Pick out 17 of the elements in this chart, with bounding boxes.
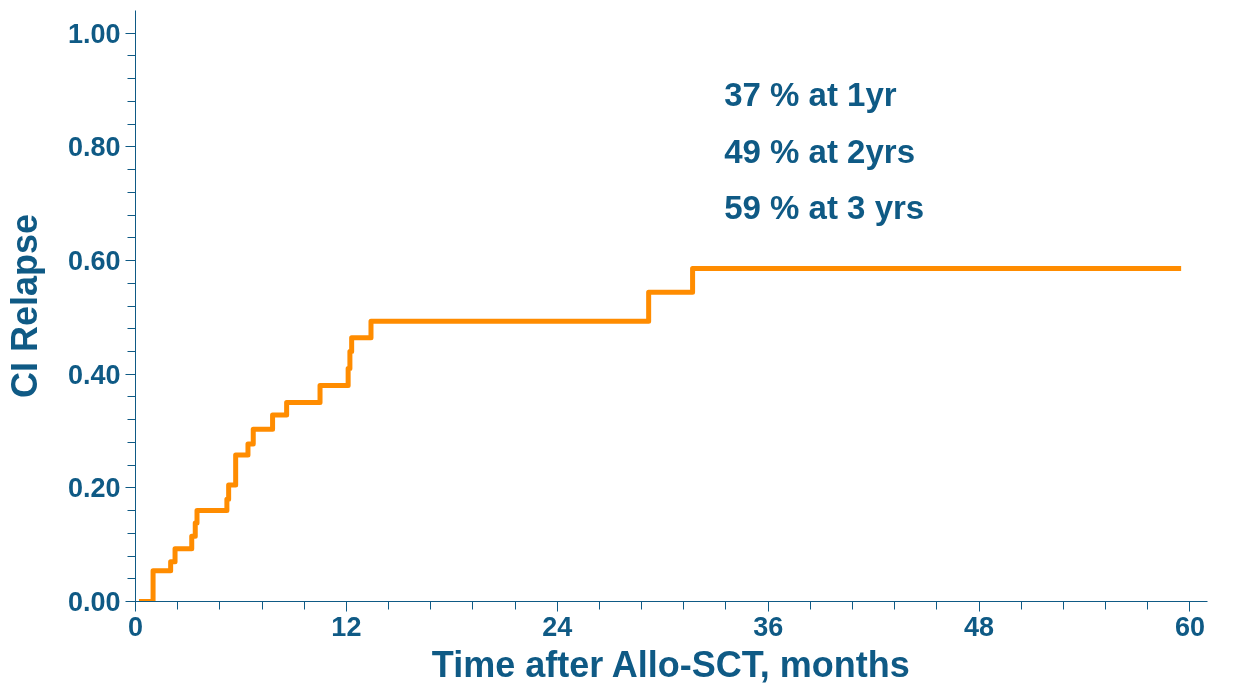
y-tick-label: 0.20 (67, 473, 121, 504)
x-tick-label: 12 (331, 611, 362, 642)
y-tick-label: 0.80 (67, 132, 121, 163)
y-tick-label: 0.60 (67, 246, 121, 277)
y-tick-label: 0.00 (67, 587, 121, 617)
annotation: 59 % at 3 yrs (724, 189, 925, 227)
annotation: 49 % at 2yrs (724, 132, 916, 170)
x-tick-label: 36 (753, 611, 784, 642)
x-axis-title: Time after Allo-SCT, months (431, 643, 910, 685)
y-axis-title: CI Relapse (3, 213, 45, 399)
y-tick-label: 1.00 (67, 18, 121, 49)
x-tick-label: 48 (964, 611, 995, 642)
y-tick-label: 0.40 (67, 359, 121, 390)
x-tick-label: 0 (127, 611, 144, 642)
x-tick-label: 60 (1174, 611, 1205, 642)
annotation: 37 % at 1yr (724, 75, 897, 113)
x-tick-label: 24 (542, 611, 573, 642)
